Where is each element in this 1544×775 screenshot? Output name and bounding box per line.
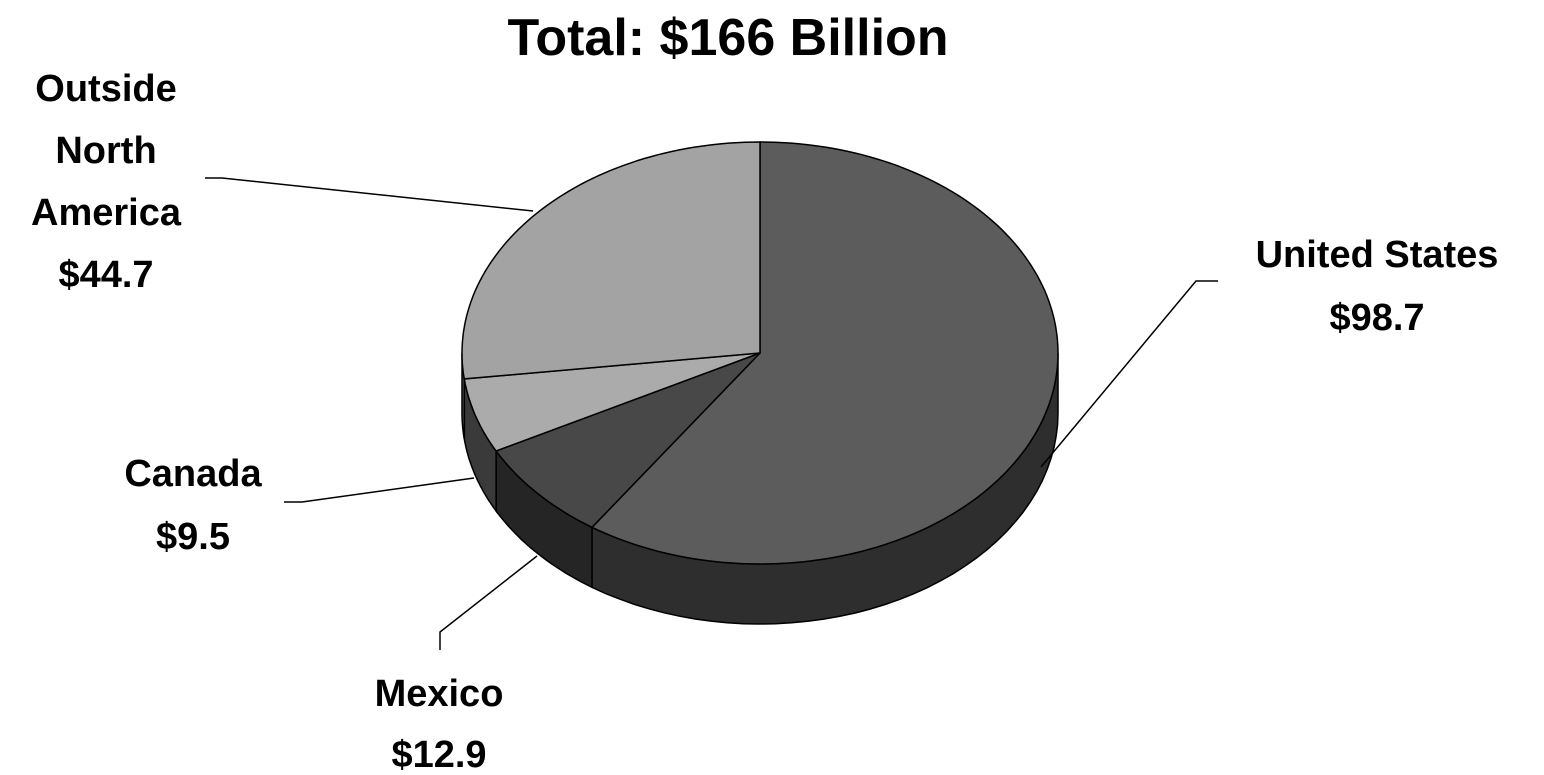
leader-line-mexico (439, 555, 538, 650)
pie-slice-united-states (590, 141, 1059, 565)
slice-label-mexico: Mexico (375, 673, 504, 715)
pie-sides (461, 352, 1059, 625)
chart-title: Total: $166 Billion (507, 9, 948, 67)
slice-label-outside-line-1: Outside (35, 68, 176, 110)
pie-slice-outside-north-america (461, 141, 761, 380)
leader-line-united-states (1040, 280, 1218, 468)
slice-label-outside-line-2: North (55, 130, 156, 172)
leader-line-canada (284, 477, 475, 503)
leader-lines (205, 177, 1218, 650)
slice-value-mexico: $12.9 (391, 734, 486, 775)
slice-label-outside-line-3: America (31, 192, 182, 234)
slice-value-united-states: $98.7 (1329, 297, 1424, 339)
pie-slice-mexico (494, 352, 761, 529)
pie-slice-canada (463, 352, 761, 452)
pie-tops (461, 141, 1059, 565)
leader-line-outside-north-america (205, 177, 534, 212)
slice-label-canada: Canada (124, 453, 262, 495)
slice-value-outside-north-america: $44.7 (58, 254, 153, 296)
slice-label-united-states: United States (1256, 234, 1499, 276)
slice-value-canada: $9.5 (156, 516, 230, 558)
